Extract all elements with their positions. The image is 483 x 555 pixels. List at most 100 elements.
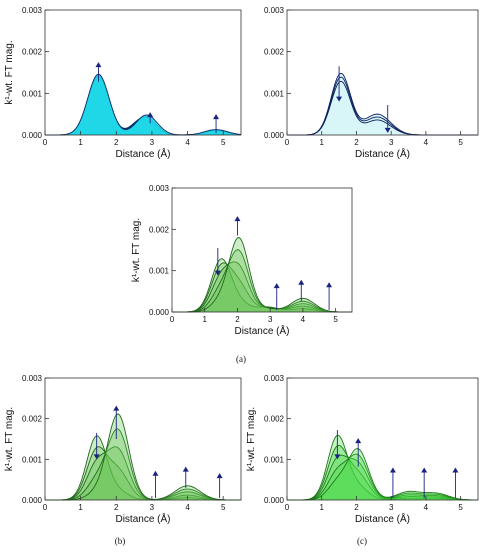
x-tick-label: 4 bbox=[185, 138, 190, 147]
trend-arrow-4 bbox=[421, 467, 428, 498]
trend-arrow-head bbox=[93, 454, 100, 460]
trend-arrow-4 bbox=[182, 466, 189, 488]
x-tick-label: 4 bbox=[301, 315, 306, 324]
y-tick-label: 0.002 bbox=[149, 225, 170, 234]
series-line-4 bbox=[172, 249, 352, 313]
series-line-2 bbox=[287, 445, 478, 501]
trend-arrow-1 bbox=[336, 66, 343, 102]
chart-top-left: 0.000 0.001 0.002 0.003 0 1 2 3 4 5 Distance (Å) k¹… bbox=[4, 6, 242, 160]
y-tick-label: 0.003 bbox=[22, 374, 43, 383]
x-tick-label: 5 bbox=[458, 138, 463, 147]
trend-arrow-1 bbox=[93, 432, 100, 460]
trend-arrow-head bbox=[389, 467, 396, 473]
y-tick-label: 0.002 bbox=[264, 415, 285, 424]
x-tick-label: 2 bbox=[354, 503, 359, 512]
y-tick-label: 0.000 bbox=[264, 131, 285, 140]
y-tick-label: 0.001 bbox=[22, 455, 43, 464]
trend-arrow-head bbox=[214, 270, 221, 276]
x-tick-label: 5 bbox=[221, 138, 226, 147]
trend-arrow-head bbox=[113, 405, 120, 411]
trend-arrow-head bbox=[182, 466, 189, 472]
trend-arrow-2 bbox=[234, 216, 241, 236]
x-tick-label: 5 bbox=[333, 315, 338, 324]
x-tick-label: 2 bbox=[354, 138, 359, 147]
y-tick-label: 0.000 bbox=[22, 496, 43, 505]
caption-c: (c) bbox=[357, 536, 367, 546]
series-area-3 bbox=[45, 74, 241, 135]
series-line-5 bbox=[45, 413, 241, 501]
series-area-2 bbox=[172, 262, 352, 312]
series-area-1 bbox=[45, 435, 241, 500]
y-tick-label: 0.000 bbox=[264, 496, 285, 505]
series-area-1 bbox=[287, 435, 478, 500]
trend-arrow-5 bbox=[216, 473, 223, 498]
y-tick-label: 0.003 bbox=[264, 374, 285, 383]
x-tick-label: 1 bbox=[320, 503, 325, 512]
series-area-5 bbox=[287, 448, 478, 500]
trend-arrow-head bbox=[298, 279, 305, 285]
x-tick-label: 1 bbox=[203, 315, 208, 324]
trend-arrow-2 bbox=[113, 405, 120, 439]
series-area-5 bbox=[172, 237, 352, 312]
chart-top-right: 0.000 0.001 0.002 0.003 0 1 2 3 4 5 Distance (Å) bbox=[264, 6, 479, 160]
x-tick-label: 5 bbox=[221, 503, 226, 512]
series-line-4 bbox=[45, 428, 241, 501]
trend-arrow-3 bbox=[273, 283, 280, 310]
x-tick-label: 2 bbox=[114, 138, 119, 147]
series-area-5 bbox=[45, 414, 241, 500]
y-tick-label: 0.001 bbox=[149, 267, 170, 276]
series-line-3 bbox=[172, 261, 352, 313]
trend-arrow-4 bbox=[298, 279, 305, 302]
series-area-3 bbox=[45, 446, 241, 500]
series-area-2 bbox=[45, 446, 241, 500]
series-area-3 bbox=[287, 81, 478, 135]
chart-bottom-left: 0.000 0.001 0.002 0.003 0 1 2 3 4 5 Distance (Å) k¹… bbox=[4, 374, 242, 525]
y-tick-label: 0.000 bbox=[149, 308, 170, 317]
x-axis-label: Distance (Å) bbox=[355, 512, 410, 525]
series-line-3 bbox=[287, 454, 479, 501]
y-tick-label: 0.002 bbox=[22, 48, 43, 57]
series-line-2 bbox=[172, 262, 352, 313]
trend-arrow-1 bbox=[214, 247, 221, 276]
caption-a: (a) bbox=[236, 354, 246, 364]
y-tick-label: 0.002 bbox=[264, 48, 285, 57]
series-line-3 bbox=[45, 73, 242, 136]
trend-arrow-2 bbox=[147, 112, 154, 124]
trend-arrow-2 bbox=[355, 438, 362, 467]
series-area-2 bbox=[287, 445, 478, 500]
trend-arrow-3 bbox=[389, 467, 396, 498]
x-tick-label: 0 bbox=[285, 503, 290, 512]
x-axis-label: Distance (Å) bbox=[115, 147, 170, 160]
plot-frame bbox=[286, 9, 479, 136]
x-tick-label: 5 bbox=[458, 503, 463, 512]
x-tick-label: 2 bbox=[235, 315, 240, 324]
y-axis-label: k¹-wt. FT mag. bbox=[4, 407, 15, 471]
plot-frame bbox=[286, 377, 479, 501]
x-axis-label: Distance (Å) bbox=[234, 324, 289, 337]
chart-bottom-right: 0.000 0.001 0.002 0.003 0 1 2 3 4 5 Distance (Å) k¹… bbox=[246, 374, 479, 525]
trend-arrow-1 bbox=[334, 430, 341, 460]
series-area-3 bbox=[172, 261, 352, 312]
x-tick-label: 3 bbox=[268, 315, 273, 324]
y-tick-label: 0.001 bbox=[264, 455, 285, 464]
y-tick-label: 0.001 bbox=[264, 89, 285, 98]
trend-arrow-1 bbox=[95, 62, 102, 82]
y-tick-label: 0.000 bbox=[22, 131, 43, 140]
y-tick-label: 0.003 bbox=[149, 184, 170, 193]
trend-arrow-head bbox=[234, 216, 241, 222]
plot-frame bbox=[44, 377, 242, 501]
x-axis-label: Distance (Å) bbox=[355, 147, 410, 160]
trend-arrow-head bbox=[152, 470, 159, 476]
y-tick-label: 0.001 bbox=[22, 89, 43, 98]
x-tick-label: 3 bbox=[150, 503, 155, 512]
trend-arrow-head bbox=[95, 62, 102, 68]
trend-arrow-head bbox=[334, 454, 341, 460]
trend-arrow-5 bbox=[326, 282, 333, 310]
y-axis-label: k¹-wt. FT mag. bbox=[246, 407, 257, 471]
series-area-3 bbox=[287, 455, 478, 500]
y-axis-label: k¹-wt. FT mag. bbox=[4, 40, 15, 104]
trend-arrow-head bbox=[452, 467, 459, 473]
x-tick-label: 0 bbox=[285, 138, 290, 147]
trend-arrow-2 bbox=[384, 105, 391, 133]
